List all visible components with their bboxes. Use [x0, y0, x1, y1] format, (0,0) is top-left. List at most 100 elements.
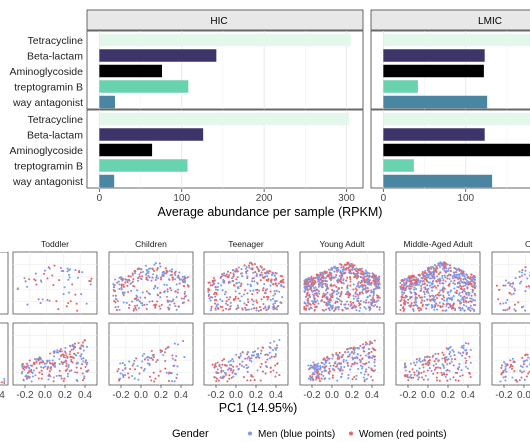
scatter-point	[328, 303, 331, 306]
scatter-point	[208, 297, 211, 300]
scatter-point	[148, 375, 152, 378]
scatter-point	[230, 364, 233, 367]
scatter-point	[411, 274, 414, 277]
scatter-point	[513, 308, 516, 311]
scatter-point	[87, 369, 90, 372]
scatter-point	[121, 362, 124, 365]
scatter-point	[431, 282, 434, 285]
scatter-point	[427, 303, 430, 306]
scatter-point	[340, 375, 343, 378]
scatter-point	[328, 301, 331, 304]
scatter-point	[399, 281, 402, 284]
scatter-point	[378, 275, 381, 278]
scatter-point	[459, 352, 462, 355]
scatter-point	[215, 305, 218, 308]
scatter-point	[511, 365, 514, 368]
scatter-point	[211, 363, 214, 366]
scatter-point	[408, 370, 411, 373]
scatter-point	[132, 277, 135, 281]
scatter-point	[314, 292, 317, 295]
scatter-point	[234, 373, 237, 376]
bar-panel-lmic-2	[370, 109, 530, 189]
scatter-point	[171, 357, 174, 360]
scatter-point	[261, 370, 265, 373]
scatter-point	[130, 374, 134, 378]
scatter-point	[417, 378, 420, 381]
scatter-point	[235, 282, 239, 285]
scatter-point	[458, 365, 461, 369]
scatter-point	[259, 279, 262, 282]
scatter-point	[346, 293, 349, 296]
scatter-point	[118, 287, 121, 290]
scatter-point	[449, 350, 452, 354]
scatter-point	[275, 278, 278, 281]
scatter-point	[336, 357, 340, 360]
scatter-point	[340, 276, 343, 279]
scatter-point	[446, 291, 450, 294]
scatter-point	[522, 363, 525, 366]
scatter-point	[345, 348, 348, 351]
scatter-point	[470, 283, 473, 286]
scatter-point	[404, 294, 407, 297]
scatter-point	[459, 279, 462, 282]
scatter-point	[242, 376, 245, 379]
scatter-point	[465, 273, 468, 276]
scatter-point	[519, 369, 522, 372]
scatter-point	[345, 300, 349, 303]
scatter-point	[515, 378, 518, 382]
bar-tetracycline-lmic-1	[383, 33, 530, 47]
scatter-point	[469, 304, 472, 307]
scatter-point	[466, 286, 469, 289]
scatter-point	[360, 267, 363, 270]
scatter-point	[129, 367, 132, 371]
scatter-point	[356, 362, 359, 365]
scatter-point	[207, 294, 210, 297]
scatter-point	[207, 289, 210, 292]
scatter-point	[134, 270, 137, 273]
scatter-point	[238, 281, 241, 284]
scatter-point	[117, 280, 120, 283]
scatter-point	[116, 370, 119, 373]
scatter-point	[139, 296, 142, 299]
scatter-point	[222, 369, 225, 373]
scatter-point	[140, 366, 143, 369]
scatter-point	[336, 379, 339, 382]
scatter-point	[469, 297, 472, 300]
bar-streptogramin-b-lmic-1	[383, 80, 418, 93]
scatter-point	[303, 290, 306, 294]
scatter-point	[306, 292, 309, 295]
scatter-point	[266, 358, 269, 361]
scatter-point	[423, 299, 426, 302]
scatter-point	[355, 269, 358, 272]
scatter-point	[460, 369, 463, 372]
scatter-panel	[491, 322, 530, 386]
scatter-point	[52, 284, 55, 287]
scatter-point	[219, 284, 223, 287]
scatter-point	[404, 375, 407, 378]
scatter-point	[66, 267, 69, 270]
scatter-point	[447, 293, 451, 297]
scatter-point	[183, 281, 186, 284]
scatter-point	[342, 358, 345, 361]
scatter-point	[473, 292, 476, 295]
bar-pathway-antagonist-lmic-2	[383, 174, 493, 188]
scatter-point	[370, 281, 373, 284]
scatter-point	[269, 284, 272, 287]
scatter-point	[240, 364, 243, 367]
scatter-point	[171, 276, 174, 279]
scatter-point	[267, 308, 270, 311]
scatter-point	[171, 299, 174, 303]
scatter-point	[167, 372, 170, 375]
scatter-point	[359, 306, 362, 310]
scatter-point	[498, 288, 501, 291]
scatter-point	[348, 294, 351, 297]
scatter-point	[317, 285, 320, 288]
scatter-point	[220, 369, 223, 372]
scatter-point	[504, 375, 507, 378]
scatter-point	[251, 293, 254, 296]
scatter-point	[423, 356, 426, 359]
scatter-point	[50, 368, 53, 371]
scatter-point	[68, 353, 71, 356]
scatter-point	[367, 361, 371, 364]
